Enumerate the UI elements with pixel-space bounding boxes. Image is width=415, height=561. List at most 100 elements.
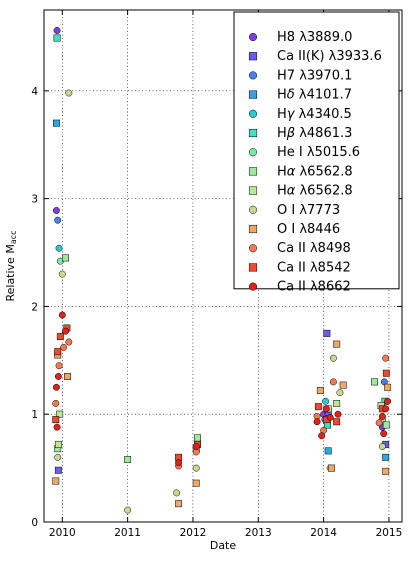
data-point: [58, 311, 66, 319]
data-point: [326, 413, 334, 421]
x-tick-label: 2010: [49, 527, 76, 539]
data-point: [53, 34, 61, 42]
data-point: [380, 430, 388, 438]
data-point: [192, 479, 200, 487]
legend-label: O I λ8446: [277, 222, 340, 237]
y-tick-label: 4: [31, 86, 38, 98]
data-point: [52, 119, 60, 127]
legend-marker: [248, 52, 258, 61]
legend-marker: [248, 71, 258, 80]
data-point: [318, 432, 326, 440]
legend-label: Hβ λ4861.3: [277, 126, 352, 141]
data-point: [382, 369, 390, 377]
data-point: [55, 362, 63, 370]
data-point: [54, 466, 62, 474]
data-point: [53, 423, 61, 431]
data-point: [333, 399, 341, 407]
legend-marker: [248, 205, 258, 214]
y-tick-label: 1: [31, 409, 38, 421]
data-point: [55, 244, 63, 252]
data-point: [339, 381, 347, 389]
data-point: [192, 443, 200, 450]
data-point: [52, 383, 60, 391]
legend-label: Ca II λ8662: [277, 280, 351, 295]
data-point: [378, 412, 386, 420]
data-point: [382, 453, 390, 461]
data-point: [384, 383, 392, 391]
data-point: [329, 354, 337, 362]
data-point: [324, 447, 332, 455]
legend-label: Ca II λ8542: [277, 260, 351, 275]
legend-label: Hδ λ4101.7: [277, 88, 352, 103]
legend-marker: [248, 128, 258, 138]
y-tick-label: 0: [31, 517, 38, 529]
data-point: [334, 410, 342, 418]
data-point: [65, 338, 73, 346]
series-9: [54, 89, 386, 514]
data-point: [192, 464, 200, 472]
plot-frame: [43, 9, 403, 523]
series-10: [52, 340, 392, 508]
data-point: [313, 418, 321, 426]
legend-box: [233, 11, 400, 290]
data-point: [62, 254, 70, 262]
y-axis-label-subscript: acc: [9, 230, 18, 244]
data-point: [173, 489, 181, 497]
data-point: [175, 500, 183, 508]
x-tick-label: 2012: [180, 527, 207, 539]
legend-label: Hα λ6562.8: [277, 164, 353, 179]
data-point: [54, 440, 62, 448]
legend: H8 λ3889.0 Ca II(K) λ3933.6 H7 λ3970.1 Hδ λ…: [233, 11, 400, 295]
data-point: [375, 419, 383, 427]
legend-label: Ca II(K) λ3933.6: [277, 49, 382, 64]
x-tick-label: 2013: [245, 527, 272, 539]
data-point: [58, 270, 66, 278]
data-point: [382, 354, 390, 362]
data-point: [54, 348, 62, 356]
data-point: [124, 506, 132, 514]
data-point: [62, 327, 70, 335]
legend-marker: [248, 90, 258, 99]
legend-label: Hγ λ4340.5: [277, 107, 352, 122]
y-tick-label: 2: [31, 301, 38, 313]
data-point: [382, 421, 390, 429]
data-points: [52, 27, 392, 514]
data-point: [333, 418, 341, 426]
legend-marker: [248, 282, 258, 291]
data-point: [322, 397, 330, 405]
data-point: [378, 443, 386, 450]
data-point: [333, 340, 341, 348]
data-point: [336, 389, 344, 397]
series-11: [52, 338, 390, 470]
series-8: [54, 399, 385, 453]
data-point: [371, 378, 379, 386]
legend-label: H7 λ3970.1: [277, 68, 352, 83]
legend-marker: [248, 32, 258, 42]
data-point: [64, 373, 71, 380]
x-tick-label: 2014: [310, 527, 337, 539]
legend-label: H8 λ3889.0: [277, 30, 352, 45]
data-point: [54, 373, 62, 380]
data-point: [54, 216, 62, 224]
data-point: [56, 333, 64, 341]
legend-label: He I λ5015.6: [277, 145, 360, 160]
legend-marker: [248, 148, 258, 157]
data-point: [329, 378, 337, 386]
legend-marker: [248, 224, 258, 234]
data-point: [316, 387, 324, 394]
legend-marker: [248, 186, 258, 195]
data-point: [322, 405, 330, 413]
data-point: [54, 453, 62, 461]
data-point: [52, 399, 60, 407]
x-tick-label: 2015: [376, 527, 403, 539]
data-point: [56, 410, 64, 418]
x-tick-label: 2011: [114, 527, 141, 539]
legend-marker: [248, 167, 258, 176]
data-point: [175, 459, 183, 467]
legend-marker: [248, 263, 258, 272]
y-tick-label: 3: [31, 194, 38, 206]
series-3: [52, 119, 390, 461]
legend-label: O I λ7773: [277, 203, 340, 218]
y-axis-label: Relative Macc: [4, 230, 18, 301]
series-13: [52, 311, 392, 467]
